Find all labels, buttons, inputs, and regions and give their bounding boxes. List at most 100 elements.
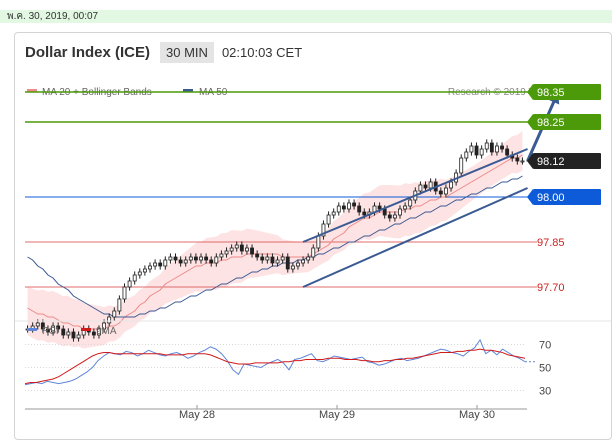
candle-body <box>423 184 428 189</box>
candle-body <box>495 145 499 153</box>
level-label-98.12: 98.12 <box>537 156 565 168</box>
candle-body <box>438 190 443 195</box>
rsi-series-9ma-line <box>24 348 526 385</box>
candle-body <box>362 211 367 216</box>
candle-body <box>311 247 316 258</box>
candle-body <box>341 205 346 210</box>
candle-body <box>382 208 387 216</box>
candle-body <box>326 214 331 225</box>
candle-body <box>489 142 494 153</box>
candle-body <box>107 316 112 324</box>
rsi-ma-legend-label: 9MA <box>96 326 117 337</box>
candle-body <box>469 145 474 153</box>
candle-body <box>479 148 484 156</box>
candle-body <box>321 223 326 237</box>
level-label-98.25: 98.25 <box>537 117 565 129</box>
candle-body <box>428 181 433 189</box>
chart-time: 02:10:03 CET <box>221 44 303 60</box>
rsi-ma-legend-swatch <box>81 328 91 331</box>
candle-body <box>250 247 254 255</box>
candle-body <box>398 208 402 216</box>
chart-title: Dollar Index (ICE) <box>25 43 151 61</box>
candle-body <box>301 259 305 264</box>
candle-body <box>500 145 504 150</box>
candle-body <box>112 310 117 318</box>
candle-body <box>357 205 362 213</box>
candle-body <box>224 250 229 255</box>
candle-body <box>193 256 198 261</box>
candle-body <box>137 271 142 276</box>
level-label-98.00: 98.00 <box>537 192 565 204</box>
candle-body <box>505 148 510 156</box>
candle-body <box>199 256 203 261</box>
candle-body <box>459 157 464 174</box>
bollinger-band <box>27 130 523 349</box>
candle-body <box>229 247 234 252</box>
candle-body <box>173 256 178 261</box>
candle-body <box>234 244 239 249</box>
level-label-97.85: 97.85 <box>537 237 565 249</box>
candle-body <box>142 268 147 273</box>
candle-body <box>520 160 525 163</box>
candle-body <box>102 322 107 330</box>
candle-body <box>91 331 96 336</box>
channel-upper-line <box>302 148 528 243</box>
candle-body <box>255 253 260 258</box>
candle-body <box>408 199 413 207</box>
candle-body <box>158 262 163 267</box>
candle-body <box>204 256 209 261</box>
level-tag-98.00 <box>533 189 601 205</box>
price-chart: MA 20 + Bollinger Bands MA 50 Research © 2… <box>15 84 611 421</box>
rsi-tick-50: 50 <box>539 363 551 375</box>
candle-body <box>71 331 76 339</box>
candle-body <box>61 328 66 336</box>
candle-body <box>290 265 295 270</box>
level-tag-pointer <box>527 153 533 169</box>
timeframe-badge[interactable]: 30 MIN <box>160 41 214 63</box>
candle-body <box>265 256 270 261</box>
candle-body <box>387 214 392 219</box>
candle-body <box>66 331 71 336</box>
x-tick-label-may-29: May 29 <box>319 409 355 421</box>
candle-body <box>148 265 152 270</box>
candle-body <box>97 328 101 336</box>
candle-body <box>40 322 45 330</box>
ma20-legend-swatch <box>27 89 37 92</box>
ma20-line <box>27 154 523 330</box>
candle-body <box>76 334 81 339</box>
candle-body <box>239 244 244 252</box>
candle-body <box>127 280 132 288</box>
candle-body <box>178 259 183 264</box>
candle-body <box>418 184 423 192</box>
level-label-97.70: 97.70 <box>537 282 565 294</box>
candle-body <box>245 247 249 252</box>
rsi-legend-swatch <box>27 328 37 331</box>
level-tag-pointer <box>527 114 533 130</box>
candle-body <box>275 259 280 264</box>
rsi-series-rsi-line <box>24 338 526 386</box>
rsi-tick-70: 70 <box>539 340 551 352</box>
candle-body <box>403 205 408 210</box>
candle-body <box>209 259 214 264</box>
ma50-line <box>27 175 523 318</box>
level-tag-pointer <box>527 189 533 205</box>
level-label-98.35: 98.35 <box>537 87 565 99</box>
candle-body <box>316 235 321 249</box>
level-tag-98.25 <box>533 114 601 130</box>
chart-header: Dollar Index (ICE) 30 MIN 02:10:03 CET <box>25 41 302 63</box>
x-tick-label-may-28: May 28 <box>179 409 215 421</box>
candle-body <box>46 328 50 333</box>
candle-body <box>168 256 173 261</box>
candle-body <box>153 262 158 267</box>
candle-body <box>117 298 122 312</box>
candle-body <box>214 256 219 264</box>
candle-body <box>219 253 224 258</box>
candle-body <box>51 325 55 333</box>
candle-body <box>285 256 290 270</box>
candle-body <box>260 256 265 261</box>
candle-body <box>347 202 351 210</box>
candle-body <box>35 322 40 327</box>
candle-body <box>163 259 168 267</box>
candle-body <box>331 211 336 216</box>
candle-body <box>56 325 61 330</box>
